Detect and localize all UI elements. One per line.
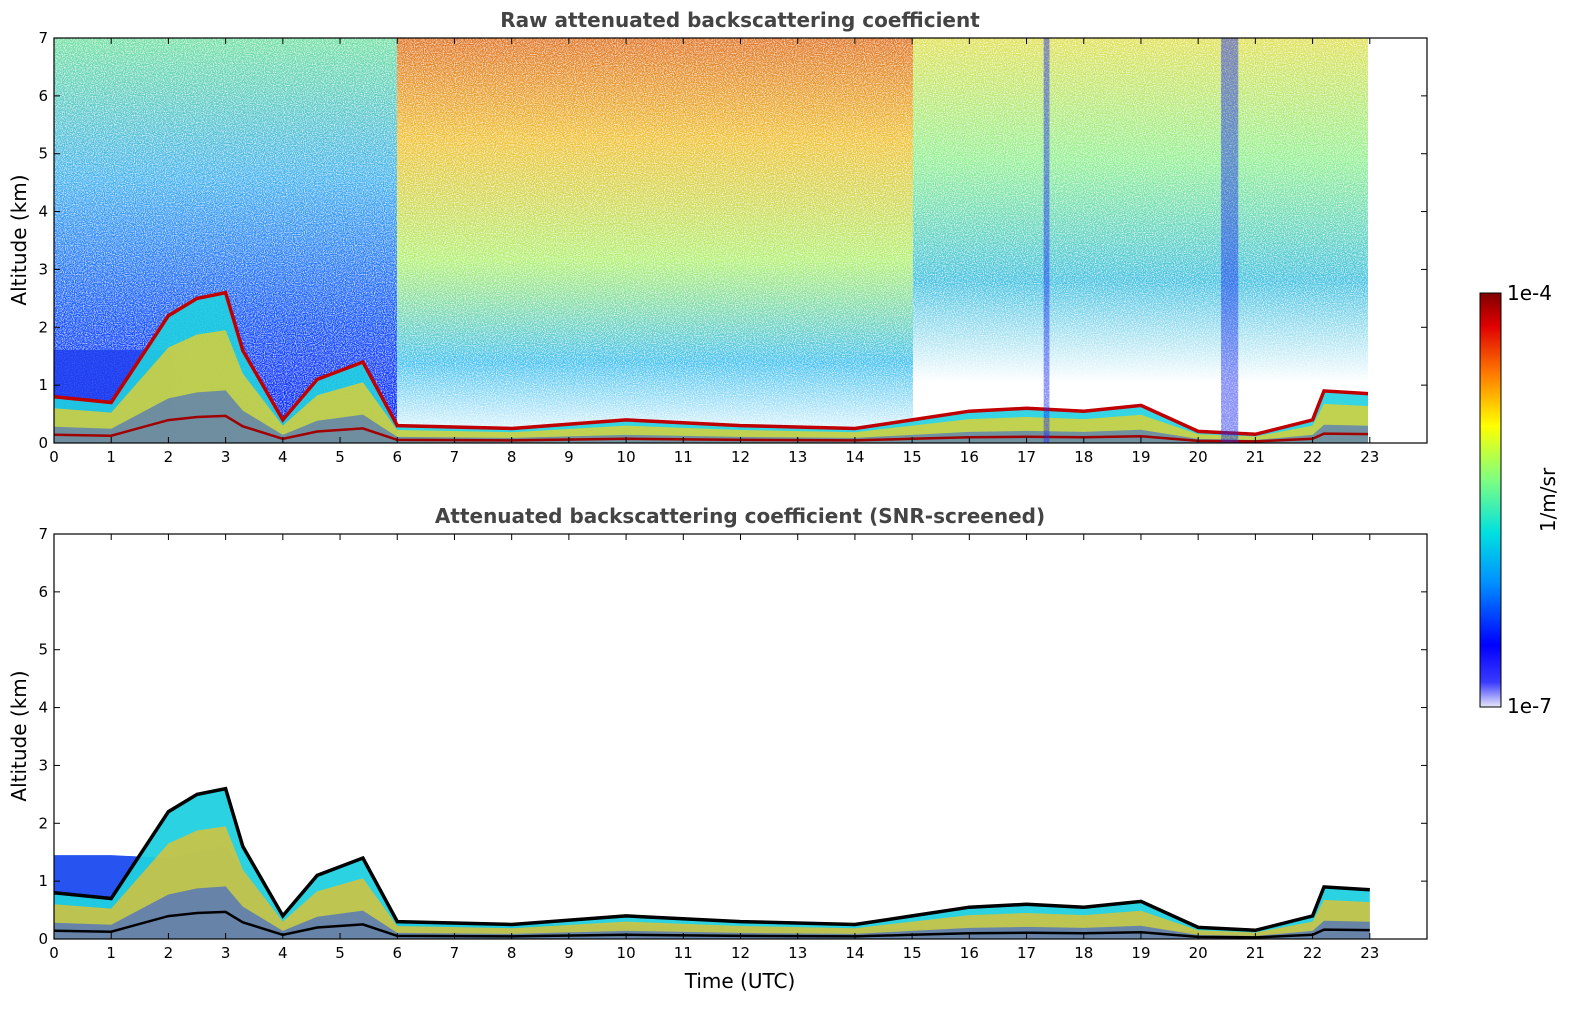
screened-aerosol-core xyxy=(54,826,1370,939)
y-tick-label: 3 xyxy=(38,260,48,278)
x-tick-label: 3 xyxy=(221,944,231,962)
y-tick-label: 1 xyxy=(38,376,48,394)
screened-aerosol-layer xyxy=(54,788,1370,939)
x-tick-label: 22 xyxy=(1303,944,1322,962)
colorbar-gradient xyxy=(1479,292,1502,708)
layer-top-line xyxy=(54,290,1370,437)
y-axis-label: Altitude (km) xyxy=(7,174,31,305)
cloud-column xyxy=(1043,38,1050,443)
y-tick-label: 3 xyxy=(38,756,48,774)
y-tick-label: 6 xyxy=(38,87,48,105)
y-axis: 0 1 2 3 4 5 6 7 xyxy=(38,525,1427,948)
x-tick-label: 8 xyxy=(507,944,517,962)
aerosol-core xyxy=(54,330,1370,443)
y-tick-label: 4 xyxy=(38,699,48,717)
x-tick-label: 20 xyxy=(1189,448,1208,466)
y-tick-label: 2 xyxy=(38,814,48,832)
x-tick-label: 12 xyxy=(731,448,750,466)
x-tick-label: 15 xyxy=(903,448,922,466)
x-tick-label: 9 xyxy=(564,448,574,466)
x-tick-label: 4 xyxy=(278,944,288,962)
chart-title: Raw attenuated backscattering coefficien… xyxy=(500,8,980,32)
x-tick-label: 21 xyxy=(1246,944,1265,962)
y-tick-label: 2 xyxy=(38,318,48,336)
x-tick-label: 5 xyxy=(335,448,345,466)
colorbar: 1e-4 1e-7 1/m/sr xyxy=(1479,281,1560,718)
x-tick-label: 0 xyxy=(49,448,59,466)
y-tick-label: 0 xyxy=(38,930,48,948)
x-tick-label: 14 xyxy=(845,448,864,466)
x-tick-label: 14 xyxy=(845,944,864,962)
x-axis: 0 1 2 3 4 5 6 7 8 9 10 11 12 13 14 15 16 17 18 19 20 21 22 23 xyxy=(49,534,1379,962)
raw-heatmap xyxy=(54,38,1427,443)
x-tick-label: 8 xyxy=(507,448,517,466)
y-tick-label: 7 xyxy=(38,29,48,47)
screened-layers xyxy=(54,786,1370,939)
screened-aerosol-base xyxy=(54,886,1370,939)
y-tick-label: 7 xyxy=(38,525,48,543)
y-tick-label: 0 xyxy=(38,434,48,452)
colorbar-unit-label: 1/m/sr xyxy=(1536,467,1560,532)
x-axis-label: Time (UTC) xyxy=(684,969,796,993)
x-tick-label: 3 xyxy=(221,448,231,466)
x-tick-label: 10 xyxy=(617,944,636,962)
y-tick-label: 5 xyxy=(38,145,48,163)
x-tick-label: 5 xyxy=(335,944,345,962)
x-tick-label: 6 xyxy=(392,448,402,466)
x-tick-label: 23 xyxy=(1360,944,1379,962)
x-tick-label: 22 xyxy=(1303,448,1322,466)
x-tick-label: 19 xyxy=(1131,944,1150,962)
x-tick-label: 20 xyxy=(1189,944,1208,962)
x-tick-label: 21 xyxy=(1246,448,1265,466)
y-tick-label: 4 xyxy=(38,203,48,221)
x-tick-label: 10 xyxy=(617,448,636,466)
x-tick-label: 15 xyxy=(903,944,922,962)
x-tick-label: 7 xyxy=(450,448,460,466)
x-axis: 0 1 2 3 4 5 6 7 8 9 10 11 12 13 14 15 16 17 18 19 20 21 22 23 xyxy=(49,38,1379,466)
screened-heatmap xyxy=(54,786,1370,939)
aerosol-base xyxy=(54,390,1370,443)
x-tick-label: 17 xyxy=(1017,448,1036,466)
snr-screened-panel: Attenuated backscattering coefficient (S… xyxy=(7,504,1428,993)
x-tick-label: 0 xyxy=(49,944,59,962)
x-tick-label: 6 xyxy=(392,944,402,962)
x-tick-label: 2 xyxy=(164,944,174,962)
x-tick-label: 13 xyxy=(788,448,807,466)
y-axis: 0 1 2 3 4 5 6 7 xyxy=(38,29,1427,452)
raw-backscatter-panel: Raw attenuated backscattering coefficien… xyxy=(7,8,1428,466)
x-tick-label: 2 xyxy=(164,448,174,466)
screened-top-line xyxy=(54,786,1370,933)
x-tick-label: 11 xyxy=(674,944,693,962)
x-tick-label: 16 xyxy=(960,448,979,466)
chart-title: Attenuated backscattering coefficient (S… xyxy=(435,504,1045,528)
x-tick-label: 1 xyxy=(106,448,116,466)
y-tick-label: 1 xyxy=(38,872,48,890)
x-tick-label: 11 xyxy=(674,448,693,466)
x-tick-label: 16 xyxy=(960,944,979,962)
x-tick-label: 17 xyxy=(1017,944,1036,962)
colorbar-max-label: 1e-4 xyxy=(1507,281,1552,305)
x-tick-label: 13 xyxy=(788,944,807,962)
x-tick-label: 23 xyxy=(1360,448,1379,466)
x-tick-label: 19 xyxy=(1131,448,1150,466)
y-tick-label: 5 xyxy=(38,641,48,659)
noise-field xyxy=(54,38,1368,443)
cloud-columns xyxy=(1043,38,1239,443)
y-tick-label: 6 xyxy=(38,583,48,601)
x-tick-label: 1 xyxy=(106,944,116,962)
aerosol-layer xyxy=(54,292,1370,443)
y-axis-label: Altitude (km) xyxy=(7,670,31,801)
x-tick-label: 18 xyxy=(1074,448,1093,466)
cloud-column xyxy=(1221,38,1239,443)
x-tick-label: 9 xyxy=(564,944,574,962)
x-tick-label: 18 xyxy=(1074,944,1093,962)
x-tick-label: 12 xyxy=(731,944,750,962)
colorbar-min-label: 1e-7 xyxy=(1507,694,1552,718)
x-tick-label: 4 xyxy=(278,448,288,466)
x-tick-label: 7 xyxy=(450,944,460,962)
